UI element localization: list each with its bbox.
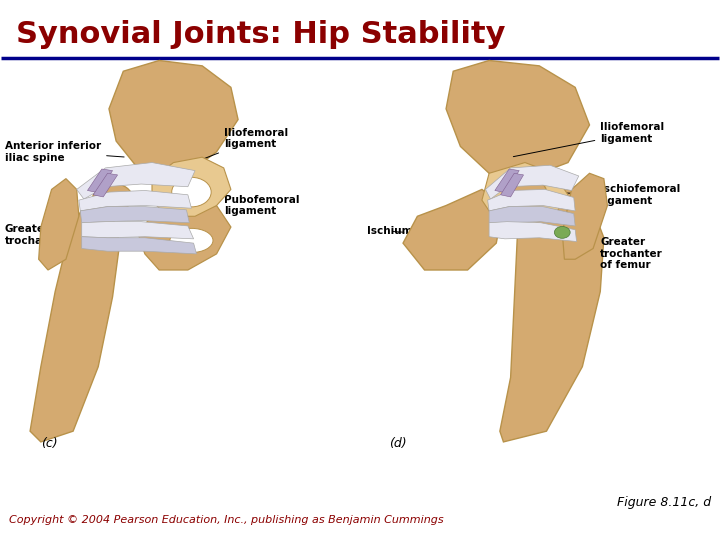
Ellipse shape bbox=[170, 228, 213, 253]
Polygon shape bbox=[489, 221, 577, 241]
Polygon shape bbox=[562, 173, 608, 259]
Ellipse shape bbox=[510, 179, 546, 205]
Polygon shape bbox=[39, 179, 79, 270]
Polygon shape bbox=[500, 173, 523, 197]
Polygon shape bbox=[87, 169, 112, 193]
Polygon shape bbox=[489, 207, 575, 226]
Text: Ischium: Ischium bbox=[367, 226, 413, 237]
Text: (c): (c) bbox=[41, 437, 58, 450]
Text: Greater
trochanter
of femur: Greater trochanter of femur bbox=[578, 236, 663, 271]
Ellipse shape bbox=[172, 177, 211, 207]
Polygon shape bbox=[495, 169, 519, 193]
Text: Iliofemoral
ligament: Iliofemoral ligament bbox=[513, 122, 665, 157]
Text: Pubofemoral
ligament: Pubofemoral ligament bbox=[187, 195, 300, 217]
Text: Anterior inferior
iliac spine: Anterior inferior iliac spine bbox=[5, 141, 124, 163]
Text: (d): (d) bbox=[389, 437, 406, 450]
Polygon shape bbox=[81, 207, 189, 222]
Text: Figure 8.11c, d: Figure 8.11c, d bbox=[617, 496, 711, 509]
Text: Copyright © 2004 Pearson Education, Inc., publishing as Benjamin Cummings: Copyright © 2004 Pearson Education, Inc.… bbox=[9, 515, 444, 525]
Polygon shape bbox=[446, 60, 590, 179]
Polygon shape bbox=[403, 190, 503, 270]
Polygon shape bbox=[79, 191, 192, 211]
Text: Synovial Joints: Hip Stability: Synovial Joints: Hip Stability bbox=[16, 20, 505, 49]
Polygon shape bbox=[109, 60, 238, 179]
Polygon shape bbox=[81, 237, 197, 254]
Polygon shape bbox=[77, 163, 195, 199]
Text: Ischiofemoral
ligament: Ischiofemoral ligament bbox=[528, 184, 680, 206]
Text: Greater
trochanter: Greater trochanter bbox=[5, 210, 68, 246]
Polygon shape bbox=[485, 165, 579, 199]
Polygon shape bbox=[81, 221, 194, 239]
Polygon shape bbox=[500, 184, 604, 442]
Ellipse shape bbox=[93, 184, 132, 212]
Polygon shape bbox=[152, 157, 231, 217]
Text: Iliofemoral
ligament: Iliofemoral ligament bbox=[176, 127, 288, 170]
Ellipse shape bbox=[554, 226, 570, 238]
Polygon shape bbox=[30, 200, 120, 442]
Polygon shape bbox=[482, 163, 568, 227]
Polygon shape bbox=[93, 173, 117, 197]
Polygon shape bbox=[487, 190, 575, 211]
Polygon shape bbox=[138, 206, 231, 270]
